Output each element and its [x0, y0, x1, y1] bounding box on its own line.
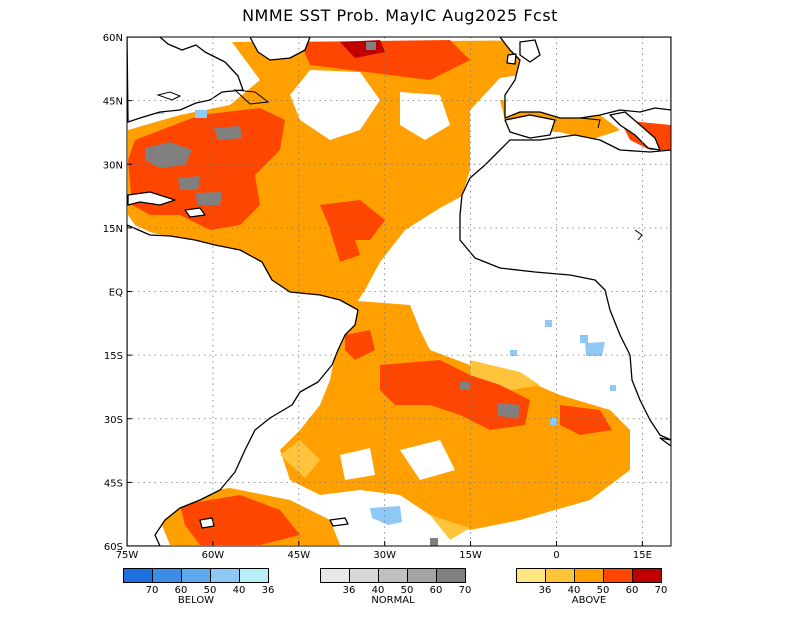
y-tick-label: 15N — [103, 224, 123, 235]
x-tick-label: 75W — [116, 550, 139, 561]
below-swatch — [211, 569, 240, 582]
x-tick-label: 45W — [287, 550, 310, 561]
above-swatch — [575, 569, 604, 582]
normal-tick-labels: 36 40 50 60 70 — [320, 583, 472, 597]
normal-tick: 70 — [458, 585, 472, 596]
legend-below: 70 60 50 40 36 BELOW — [123, 568, 275, 606]
axis-ticks: 75W 60W 45W 30W 15W 0 15E 60N 45N 30N 15N EQ 15S 30S 4… — [103, 33, 652, 561]
below-swatch — [240, 569, 268, 582]
above-swatch — [604, 569, 633, 582]
map-fields — [127, 37, 671, 546]
y-tick-label: 60S — [104, 542, 123, 553]
above-tick: 50 — [596, 585, 610, 596]
normal-swatch — [408, 569, 437, 582]
y-tick-label: EQ — [109, 288, 123, 299]
below-tick: 40 — [232, 585, 246, 596]
legend-above: 36 40 50 60 70 ABOVE — [516, 568, 668, 606]
graticule — [127, 37, 671, 546]
normal-label: NORMAL — [371, 595, 415, 606]
normal-swatch — [437, 569, 465, 582]
below-tick: 36 — [261, 585, 275, 596]
below-swatch — [153, 569, 182, 582]
above-tick: 36 — [538, 585, 552, 596]
map-title: NMME SST Prob. MayIC Aug2025 Fcst — [242, 6, 558, 25]
below-swatch — [182, 569, 211, 582]
below-tick: 70 — [145, 585, 159, 596]
normal-color-bar — [320, 568, 466, 583]
normal-tick: 60 — [429, 585, 443, 596]
y-tick-label: 45N — [103, 97, 123, 108]
normal-swatch — [321, 569, 350, 582]
above-swatch — [517, 569, 546, 582]
above-color-bar — [516, 568, 662, 583]
above-swatch — [633, 569, 661, 582]
below-label: BELOW — [177, 595, 215, 606]
y-tick-label: 60N — [103, 33, 123, 44]
y-tick-label: 30S — [104, 415, 123, 426]
below-color-bar — [123, 568, 269, 583]
above-label: ABOVE — [571, 595, 607, 606]
below-tick: 50 — [203, 585, 217, 596]
above-swatch — [546, 569, 575, 582]
normal-tick: 40 — [371, 585, 385, 596]
x-tick-label: 15W — [459, 550, 482, 561]
near-normal-field — [145, 42, 520, 546]
y-tick-label: 15S — [104, 351, 123, 362]
x-tick-label: 60W — [202, 550, 225, 561]
normal-swatch — [350, 569, 379, 582]
above-tick: 60 — [625, 585, 639, 596]
below-tick: 60 — [174, 585, 188, 596]
y-tick-label: 45S — [104, 478, 123, 489]
legend-normal: 36 40 50 60 70 NORMAL — [320, 568, 472, 606]
above-tick: 40 — [567, 585, 581, 596]
y-tick-label: 30N — [103, 160, 123, 171]
below-tick-labels: 70 60 50 40 36 — [123, 583, 275, 597]
above-tick: 70 — [654, 585, 668, 596]
below-swatch — [124, 569, 153, 582]
x-tick-label: 15E — [633, 550, 652, 561]
x-tick-label: 30W — [373, 550, 396, 561]
normal-swatch — [379, 569, 408, 582]
above-tick-labels: 36 40 50 60 70 — [516, 583, 668, 597]
normal-tick: 50 — [400, 585, 414, 596]
x-tick-label: 0 — [553, 550, 559, 561]
normal-tick: 36 — [342, 585, 356, 596]
